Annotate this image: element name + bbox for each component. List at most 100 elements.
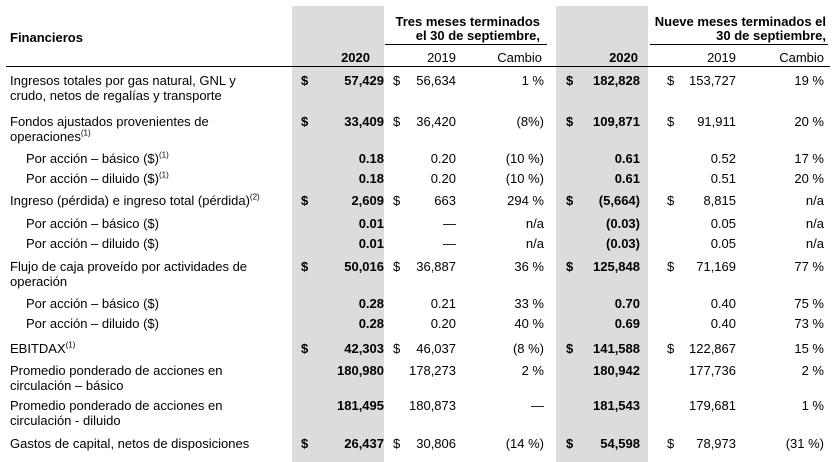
group-rule-1 bbox=[385, 44, 547, 45]
cell-value-col3: 33 % bbox=[514, 296, 544, 311]
row-label: Por acción – básico ($) bbox=[26, 216, 306, 231]
row-label-line1: Por acción – diluido ($) bbox=[26, 316, 159, 331]
cell-value-col3: 294 % bbox=[507, 193, 544, 208]
group-header-nine-months-1: Nueve meses terminados el bbox=[654, 14, 826, 29]
row-label: Por acción – diluido ($) bbox=[26, 316, 306, 331]
currency-symbol: $ bbox=[566, 341, 574, 356]
cell-value-col5: 153,727 bbox=[689, 73, 736, 88]
cell-value-col1: 0.28 bbox=[358, 316, 384, 331]
cell-value-col6: 75 % bbox=[794, 296, 824, 311]
footnote-marker: (1) bbox=[158, 150, 169, 160]
cell-value-col3: (8%) bbox=[516, 114, 544, 129]
cell-value-col4: 0.70 bbox=[614, 296, 640, 311]
row-label-line2: operaciones bbox=[10, 129, 81, 144]
row-label: Por acción – diluido ($)(1) bbox=[26, 171, 306, 186]
cell-value-col3: 40 % bbox=[514, 316, 544, 331]
currency-symbol: $ bbox=[667, 436, 675, 451]
cell-value-col6: 17 % bbox=[794, 151, 824, 166]
row-label: Ingreso (pérdida) e ingreso total (pérdi… bbox=[10, 193, 290, 208]
cell-value-col2: 180,873 bbox=[409, 398, 456, 413]
cell-value-col1: 0.28 bbox=[358, 296, 384, 311]
currency-symbol: $ bbox=[566, 436, 574, 451]
cell-value-col1: 2,609 bbox=[351, 193, 384, 208]
col-header-change-q3: Cambio bbox=[497, 50, 542, 65]
footnote-marker: (1) bbox=[158, 170, 169, 180]
currency-symbol: $ bbox=[667, 114, 675, 129]
cell-value-col6: 20 % bbox=[794, 171, 824, 186]
row-label-line1: Por acción – diluido ($) bbox=[26, 236, 159, 251]
cell-value-col5: 91,911 bbox=[697, 114, 736, 129]
cell-value-col3: 1 % bbox=[521, 73, 544, 88]
row-label: Por acción – básico ($)(1) bbox=[26, 151, 306, 166]
col-header-2019-q3: 2019 bbox=[427, 50, 456, 65]
cell-value-col5: 71,169 bbox=[696, 259, 736, 274]
row-label-line1: Por acción – básico ($) bbox=[26, 216, 159, 231]
cell-value-col2: 56,634 bbox=[416, 73, 456, 88]
table-title: Financieros bbox=[10, 30, 83, 45]
shaded-column-2020-q3 bbox=[292, 6, 384, 462]
col-header-2019-ytd: 2019 bbox=[707, 50, 736, 65]
currency-symbol: $ bbox=[566, 114, 574, 129]
row-label-line1: Flujo de caja proveído por actividades d… bbox=[10, 259, 248, 274]
currency-symbol: $ bbox=[667, 259, 675, 274]
row-label: Por acción – diluido ($) bbox=[26, 236, 306, 251]
cell-value-col3: n/a bbox=[525, 236, 544, 251]
cell-value-col6: 77 % bbox=[794, 259, 824, 274]
row-label-line1: Por acción – básico ($) bbox=[26, 151, 159, 166]
cell-value-col6: 20 % bbox=[794, 114, 824, 129]
currency-symbol: $ bbox=[301, 193, 309, 208]
currency-symbol: $ bbox=[301, 73, 309, 88]
row-label-line2: circulación – básico bbox=[10, 378, 124, 393]
cell-value-col4: (0.03) bbox=[606, 236, 640, 251]
cell-value-col2: 663 bbox=[434, 193, 456, 208]
group-header-nine-months-2: 30 de septiembre, bbox=[716, 28, 826, 43]
cell-value-col6: 1 % bbox=[801, 398, 824, 413]
row-label: Promedio ponderado de acciones en circula… bbox=[10, 363, 290, 393]
currency-symbol: $ bbox=[566, 259, 574, 274]
cell-value-col4: 0.61 bbox=[614, 171, 640, 186]
cell-value-col5: 0.40 bbox=[710, 316, 736, 331]
shaded-column-2020-ytd bbox=[556, 6, 648, 462]
cell-value-col2: 178,273 bbox=[409, 363, 456, 378]
cell-value-col6: 73 % bbox=[794, 316, 824, 331]
cell-value-col3: (10 %) bbox=[505, 171, 544, 186]
row-label-line1: Por acción – diluido ($) bbox=[26, 171, 159, 186]
currency-symbol: $ bbox=[667, 193, 675, 208]
currency-symbol: $ bbox=[301, 114, 309, 129]
cell-value-col1: 0.18 bbox=[358, 171, 384, 186]
cell-value-col2: 0.20 bbox=[430, 316, 456, 331]
cell-value-col4: 0.69 bbox=[614, 316, 640, 331]
cell-value-col3: n/a bbox=[525, 216, 544, 231]
cell-value-col5: 8,815 bbox=[703, 193, 736, 208]
row-label: Flujo de caja proveído por actividades d… bbox=[10, 259, 290, 289]
row-label: Por acción – básico ($) bbox=[26, 296, 306, 311]
cell-value-col4: 125,848 bbox=[593, 259, 640, 274]
currency-symbol: $ bbox=[393, 114, 401, 129]
cell-value-col2: — bbox=[443, 236, 456, 251]
cell-value-col6: n/a bbox=[805, 216, 824, 231]
row-label-line1: Gastos de capital, netos de disposicione… bbox=[10, 436, 250, 451]
cell-value-col6: 2 % bbox=[801, 363, 824, 378]
col-header-2020-q3: 2020 bbox=[341, 50, 370, 65]
currency-symbol: $ bbox=[393, 341, 401, 356]
cell-value-col6: 15 % bbox=[794, 341, 824, 356]
row-label-line1: Ingresos totales por gas natural, GNL y bbox=[10, 73, 236, 88]
cell-value-col3: 36 % bbox=[514, 259, 544, 274]
row-label: Fondos ajustados provenientes de operacio… bbox=[10, 114, 290, 144]
cell-value-col2: 0.20 bbox=[430, 171, 456, 186]
footnote-marker: (2) bbox=[249, 192, 260, 202]
currency-symbol: $ bbox=[393, 259, 401, 274]
cell-value-col4: (0.03) bbox=[606, 216, 640, 231]
row-label-line1: Por acción – básico ($) bbox=[26, 296, 159, 311]
cell-value-col4: 182,828 bbox=[593, 73, 640, 88]
cell-value-col4: 180,942 bbox=[593, 363, 640, 378]
footnote-marker: (1) bbox=[80, 128, 91, 138]
cell-value-col6: 19 % bbox=[794, 73, 824, 88]
currency-symbol: $ bbox=[301, 341, 309, 356]
row-label-line2: operación bbox=[10, 274, 68, 289]
cell-value-col2: 0.20 bbox=[430, 151, 456, 166]
cell-value-col2: 30,806 bbox=[416, 436, 456, 451]
cell-value-col1: 0.01 bbox=[358, 236, 384, 251]
cell-value-col3: (10 %) bbox=[505, 151, 544, 166]
header-rule bbox=[6, 66, 830, 67]
